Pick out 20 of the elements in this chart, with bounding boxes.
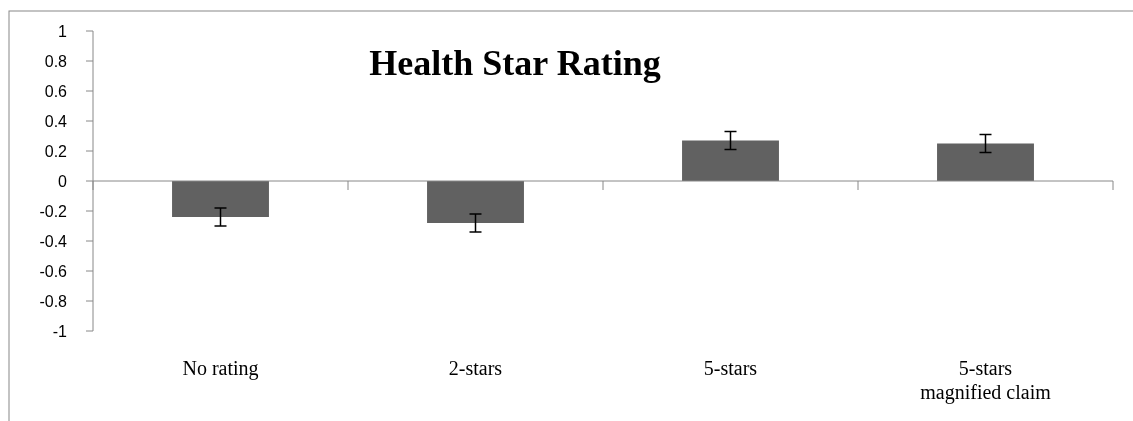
x-tick-label: 2-stars xyxy=(448,357,503,379)
y-tick-label: 0.6 xyxy=(44,82,68,100)
chart-title: Health Star Rating xyxy=(369,43,661,83)
y-tick-label: 0.4 xyxy=(44,112,68,130)
y-tick-label: -0.4 xyxy=(39,232,68,250)
bar xyxy=(427,181,524,223)
x-tick-label: 5-stars xyxy=(703,357,758,379)
bar xyxy=(682,140,779,181)
bar xyxy=(937,143,1034,181)
y-tick-label: -0.2 xyxy=(39,202,68,220)
y-tick-label: 0 xyxy=(58,172,68,190)
y-tick-label: -1 xyxy=(52,322,68,340)
bar xyxy=(172,181,269,217)
x-tick-label: 5-stars magnified claim xyxy=(920,357,1052,404)
y-tick-label: 0.8 xyxy=(44,52,68,70)
y-tick-label: 1 xyxy=(58,22,68,40)
y-tick-label: -0.8 xyxy=(39,292,68,310)
y-tick-label: -0.6 xyxy=(39,262,68,280)
y-tick-label: 0.2 xyxy=(44,142,68,160)
x-tick-label: No rating xyxy=(182,357,259,380)
